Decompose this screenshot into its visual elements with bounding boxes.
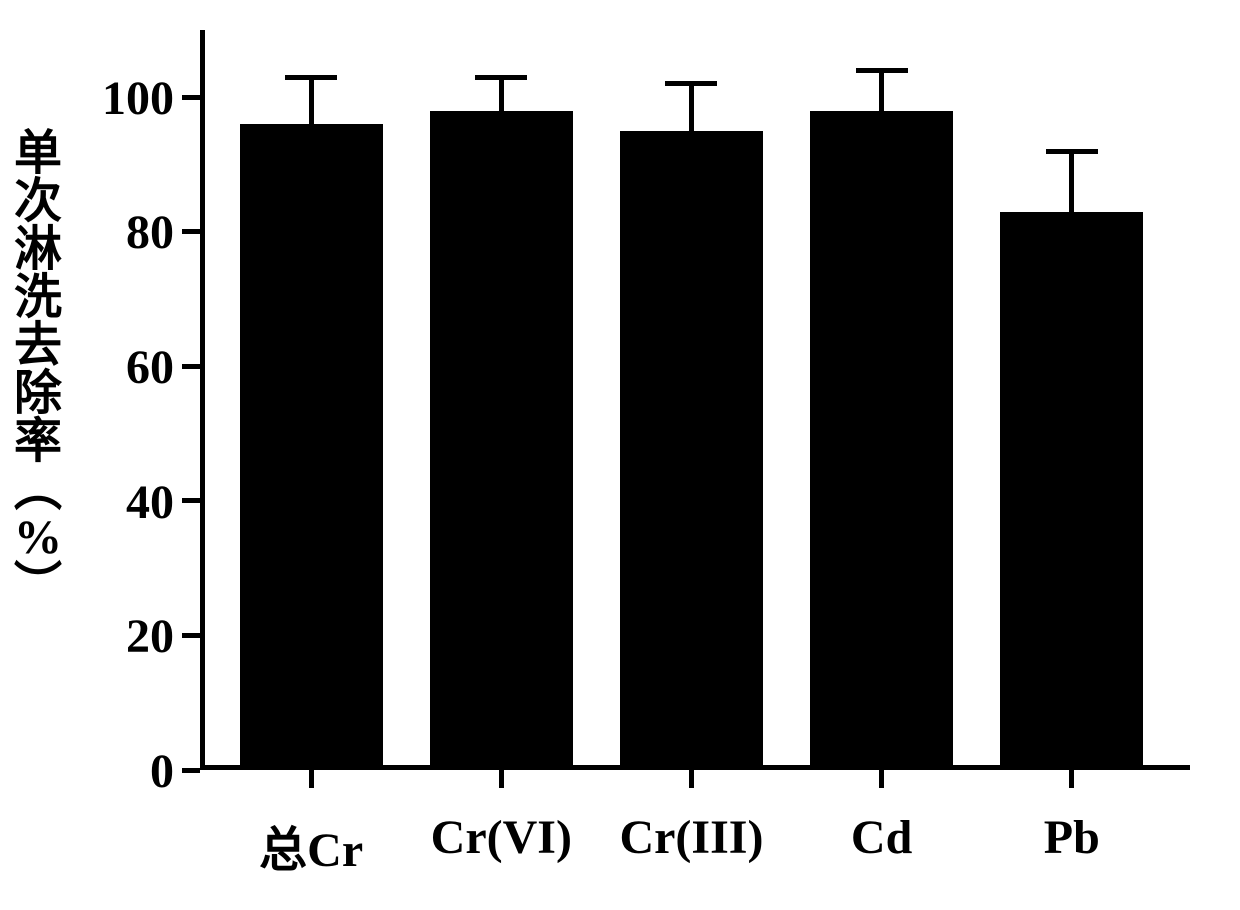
y-tick-label: 60 <box>64 340 174 395</box>
x-tick-label: Pb <box>960 810 1183 865</box>
bar <box>240 124 383 765</box>
y-tick <box>182 633 200 638</box>
bar <box>810 111 953 765</box>
y-axis-label-char: 单 <box>14 130 62 178</box>
y-tick <box>182 498 200 503</box>
error-bar-stem <box>689 84 694 131</box>
y-axis-label-char: 洗 <box>14 274 62 322</box>
y-tick-label: 100 <box>64 71 174 126</box>
y-tick <box>182 229 200 234</box>
y-axis-line <box>200 30 205 770</box>
y-axis-label-char: 率 <box>14 418 62 466</box>
error-bar-cap <box>475 75 527 80</box>
error-bar-cap <box>285 75 337 80</box>
y-axis-label-char: ︵ <box>14 466 62 514</box>
y-tick-label: 80 <box>64 205 174 260</box>
y-axis-label-char: 次 <box>14 178 62 226</box>
y-axis-label: 单次淋洗去除率︵%︶ <box>14 130 62 610</box>
bar <box>430 111 573 765</box>
x-tick <box>879 770 884 788</box>
x-axis-line <box>200 765 1190 770</box>
x-tick <box>499 770 504 788</box>
plot-area: 020406080100总CrCr(VI)Cr(III)CdPb <box>200 30 1190 770</box>
y-axis-label-char: 淋 <box>14 226 62 274</box>
error-bar-cap <box>665 81 717 86</box>
x-tick <box>309 770 314 788</box>
x-tick <box>689 770 694 788</box>
error-bar-stem <box>499 77 504 111</box>
error-bar-cap <box>856 68 908 73</box>
bar <box>620 131 763 765</box>
y-tick-label: 0 <box>64 744 174 799</box>
y-tick-label: 20 <box>64 609 174 664</box>
error-bar-cap <box>1046 149 1098 154</box>
y-tick <box>182 95 200 100</box>
y-axis-label-char: % <box>14 514 62 562</box>
bar-chart: 单次淋洗去除率︵%︶ 020406080100总CrCr(VI)Cr(III)C… <box>0 0 1240 910</box>
x-tick <box>1069 770 1074 788</box>
y-axis-label-char: 除 <box>14 370 62 418</box>
error-bar-stem <box>1069 151 1074 212</box>
y-axis-label-char: 去 <box>14 322 62 370</box>
bar <box>1000 212 1143 765</box>
y-axis-label-char: ︶ <box>14 562 62 610</box>
y-tick <box>182 364 200 369</box>
error-bar-stem <box>309 77 314 124</box>
y-tick-label: 40 <box>64 475 174 530</box>
y-tick <box>182 768 200 773</box>
error-bar-stem <box>879 70 884 110</box>
